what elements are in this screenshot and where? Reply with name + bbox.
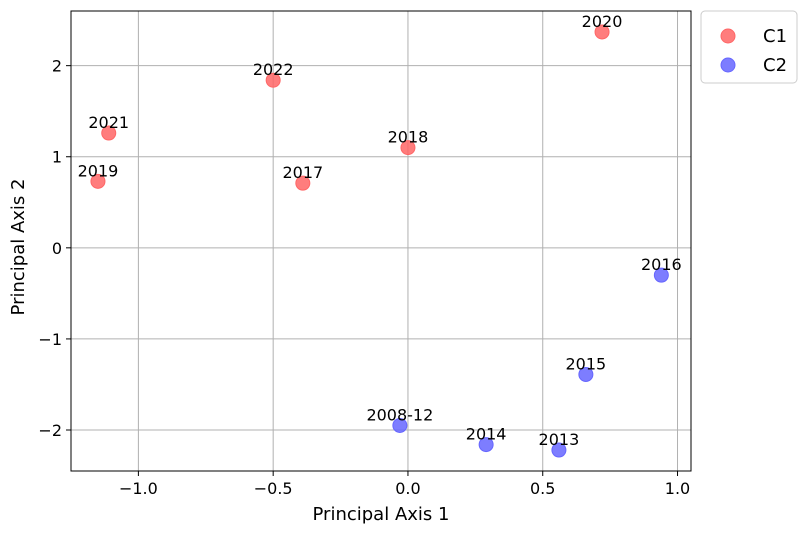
data-point	[578, 366, 594, 382]
y-axis-label: Principal Axis 2	[8, 179, 29, 316]
x-tick-label: 0.0	[395, 479, 420, 498]
y-tick-label: −1	[38, 330, 62, 349]
point-label: 2014	[466, 425, 507, 444]
x-axis-label: Principal Axis 1	[313, 504, 450, 525]
legend-label: C1	[763, 26, 787, 47]
x-tick-label: 0.5	[530, 479, 555, 498]
x-tick-label: 1.0	[665, 479, 690, 498]
data-point	[101, 125, 117, 141]
point-label: 2018	[388, 128, 429, 147]
point-label: 2021	[88, 113, 129, 132]
point-label: 2017	[282, 163, 323, 182]
point-label: 2020	[582, 12, 623, 31]
data-points	[90, 24, 669, 458]
grid	[71, 11, 691, 471]
point-label: 2013	[539, 430, 580, 449]
x-axis-ticks: −1.0 −0.5 0.0 0.5 1.0	[119, 471, 690, 498]
y-tick-label: 2	[52, 57, 62, 76]
data-point	[90, 173, 106, 189]
data-point	[478, 437, 494, 453]
x-tick-label: −1.0	[119, 479, 158, 498]
y-tick-label: 1	[52, 148, 62, 167]
legend-marker	[720, 28, 736, 44]
point-label: 2019	[78, 161, 119, 180]
point-labels: 2020 2022 2021 2018 2019 2017 2016 2015 2008-12 2…	[78, 12, 682, 449]
y-axis-ticks: −2 −1 0 1 2	[38, 57, 71, 440]
point-label: 2022	[253, 60, 294, 79]
x-tick-label: −0.5	[254, 479, 293, 498]
data-point	[392, 417, 408, 433]
plot-frame	[70, 10, 692, 472]
y-tick-label: 0	[52, 239, 62, 258]
data-point	[551, 442, 567, 458]
data-point	[594, 24, 610, 40]
legend-marker	[720, 57, 736, 73]
point-label: 2015	[566, 354, 607, 373]
data-point	[265, 72, 281, 88]
point-label: 2008-12	[366, 405, 433, 424]
point-label: 2016	[641, 255, 682, 274]
legend-label: C2	[763, 55, 787, 76]
y-tick-label: −2	[38, 421, 62, 440]
data-point	[400, 140, 416, 156]
data-point	[295, 175, 311, 191]
data-point	[653, 267, 669, 283]
